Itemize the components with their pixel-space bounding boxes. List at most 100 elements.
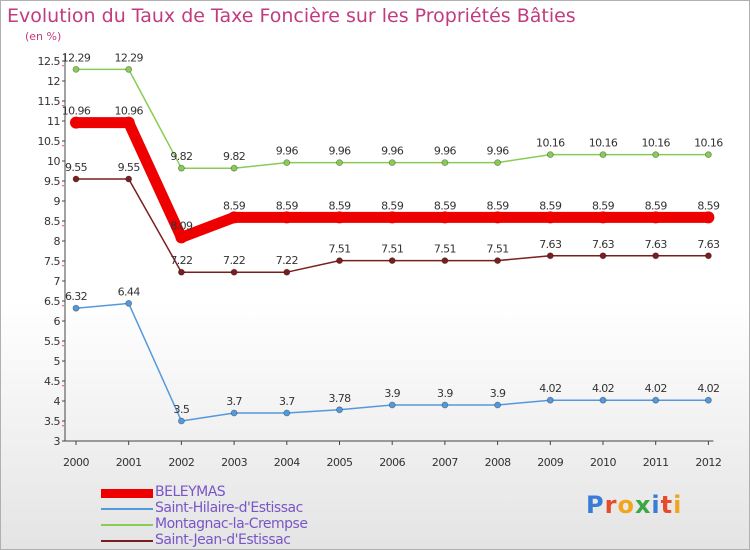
data-point [72,304,80,312]
data-label: 9.55 [118,161,141,174]
data-point [702,211,715,224]
x-tick-label: 2010 [590,456,616,469]
data-point [175,231,188,244]
y-tick-label: 10.5 [38,135,61,148]
y-tick-label: 7.5 [44,255,60,268]
data-point [649,211,662,224]
data-point [283,409,291,417]
data-label: 8.59 [697,199,720,212]
y-tick-label: 8 [54,235,61,248]
data-label: 7.51 [434,243,456,256]
x-tick-label: 2005 [327,456,353,469]
data-label: 3.7 [279,395,295,408]
data-label: 9.96 [328,145,351,158]
data-label: 7.22 [276,254,298,267]
data-point [652,396,660,404]
data-label: 3.7 [226,395,242,408]
data-label: 3.5 [174,403,190,416]
data-point [652,151,660,159]
data-label: 7.63 [645,238,668,251]
data-point [122,116,135,129]
data-point [230,409,238,417]
data-label: 9.96 [381,145,404,158]
data-point [441,159,449,167]
data-label: 10.96 [114,105,143,118]
data-point [597,211,609,224]
data-point [125,175,133,183]
data-label: 8.59 [592,199,615,212]
y-tick-label: 5 [54,355,61,368]
data-point [599,252,607,260]
data-label: 8.09 [170,219,193,232]
logo-letter: r [604,491,618,519]
data-point [386,211,399,224]
data-point [283,268,291,276]
data-label: 7.63 [539,238,562,251]
data-label: 8.59 [276,199,299,212]
data-point [599,396,607,404]
x-tick-label: 2003 [221,456,247,469]
x-tick-label: 2008 [485,456,511,469]
data-point [652,252,660,260]
data-label: 7.51 [487,243,509,256]
data-label: 12.29 [114,51,143,64]
data-point [705,396,712,404]
data-point [177,268,185,276]
data-label: 8.59 [539,199,562,212]
data-label: 7.63 [697,238,720,251]
x-tick-label: 2007 [432,456,458,469]
legend-label: BELEYMAS [155,484,226,500]
legend-swatch [101,524,153,526]
data-label: 3.78 [328,392,351,405]
y-tick-label: 3.5 [44,415,60,428]
data-label: 4.02 [697,382,719,395]
data-point [177,164,185,172]
data-label: 8.59 [645,199,668,212]
data-point [336,406,343,414]
data-point [280,211,293,224]
x-tick-label: 2006 [379,456,405,469]
data-point [336,257,343,265]
data-point [544,211,557,224]
x-tick-label: 2011 [643,456,669,469]
x-tick-label: 2001 [116,456,142,469]
data-point [388,257,396,265]
data-label: 10.16 [589,137,618,150]
legend-swatch [101,508,153,510]
data-point [705,151,712,159]
data-point [599,151,607,159]
data-label: 9.96 [434,145,457,158]
logo-letter: t [660,491,674,519]
data-label: 10.16 [536,137,565,150]
data-point [494,159,502,167]
data-label: 9.82 [170,150,192,163]
data-point [546,151,554,159]
y-tick-label: 6 [54,315,61,328]
data-label: 4.02 [645,382,667,395]
y-tick-label: 4 [54,395,61,408]
data-label: 8.59 [328,199,351,212]
data-label: 8.59 [434,199,457,212]
data-label: 4.02 [592,382,614,395]
data-point [388,401,396,409]
y-tick-label: 10 [47,155,60,168]
y-tick-label: 4.5 [44,375,60,388]
data-point [494,257,502,265]
data-label: 7.22 [170,254,192,267]
data-point [283,159,291,167]
data-label: 6.44 [118,285,141,298]
y-tick-label: 12 [47,75,60,88]
y-tick-label: 5.5 [44,335,60,348]
logo-letter: i [673,491,683,519]
data-label: 4.02 [539,382,561,395]
data-point [230,164,238,172]
y-tick-label: 7 [54,275,61,288]
chart-title: Evolution du Taux de Taxe Foncière sur l… [7,5,576,27]
data-point [441,401,449,409]
proxiti-logo: Proxiti [586,491,682,519]
data-label: 9.96 [487,145,510,158]
y-tick-label: 3 [54,435,61,448]
data-point [177,417,185,425]
data-point [70,116,82,129]
